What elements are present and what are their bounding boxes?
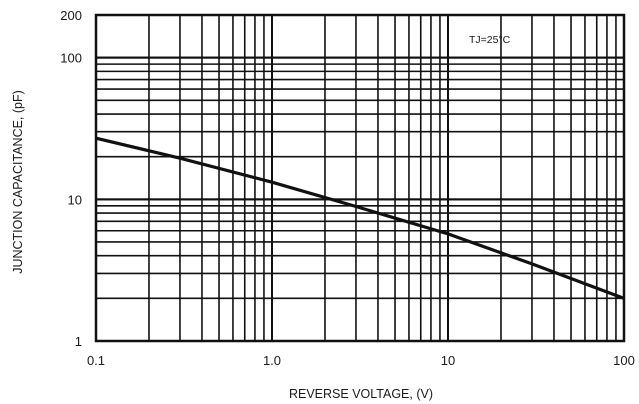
series-layer (95, 136, 625, 300)
capacitance-curve (95, 136, 625, 300)
y-tick-labels: 1 10 100 200 (60, 8, 82, 349)
grid (95, 14, 625, 342)
x-tick-label: 10 (441, 353, 455, 368)
temperature-annotation: TJ=25°C (469, 34, 511, 46)
x-tick-label: 0.1 (87, 353, 105, 368)
plot-frame (94, 13, 626, 343)
y-tick-label: 100 (60, 51, 82, 66)
x-tick-label: 1.0 (263, 353, 281, 368)
y-axis-title: JUNCTION CAPACITANCE, (pF) (11, 90, 25, 274)
x-axis-title: REVERSE VOLTAGE, (V) (289, 387, 433, 401)
x-tick-label: 100 (613, 353, 635, 368)
y-tick-label: 10 (68, 192, 82, 207)
y-tick-label: 200 (60, 8, 82, 23)
y-tick-label: 1 (75, 334, 82, 349)
x-tick-labels: 0.1 1.0 10 100 (87, 353, 635, 368)
